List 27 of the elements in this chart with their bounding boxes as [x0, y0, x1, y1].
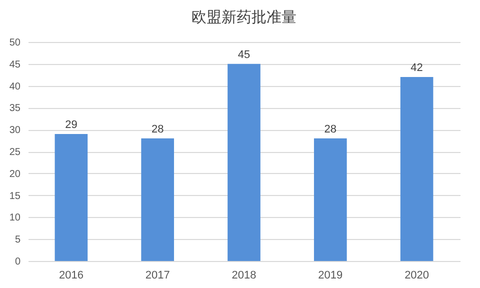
bar: [141, 138, 174, 261]
y-tick-label: 5: [14, 234, 21, 246]
y-tick-label: 40: [9, 81, 21, 92]
chart-title: 欧盟新药批准量: [192, 8, 296, 26]
y-tick-label: 20: [9, 168, 21, 180]
x-tick-label: 2018: [232, 270, 256, 282]
data-label: 28: [324, 123, 337, 136]
data-label: 42: [410, 62, 423, 74]
bar: [228, 64, 260, 261]
bar: [400, 77, 434, 261]
y-tick-label: 35: [9, 103, 21, 114]
y-tick-label: 25: [9, 147, 21, 158]
y-tick-label: 15: [9, 190, 21, 202]
bar: [314, 138, 347, 261]
data-label: 29: [65, 118, 78, 131]
x-tick-label: 2017: [145, 270, 170, 282]
x-tick-label: 2020: [404, 270, 430, 282]
y-tick-label: 30: [9, 125, 21, 136]
data-label: 28: [151, 123, 164, 136]
x-tick-label: 2016: [58, 270, 84, 282]
y-tick-label: 0: [14, 256, 21, 268]
data-label: 45: [238, 48, 250, 61]
y-tick-label: 50: [9, 38, 21, 48]
y-tick-label: 10: [9, 212, 21, 224]
y-tick-label: 45: [9, 59, 21, 70]
bar: [54, 134, 88, 261]
x-tick-label: 2019: [318, 270, 343, 282]
